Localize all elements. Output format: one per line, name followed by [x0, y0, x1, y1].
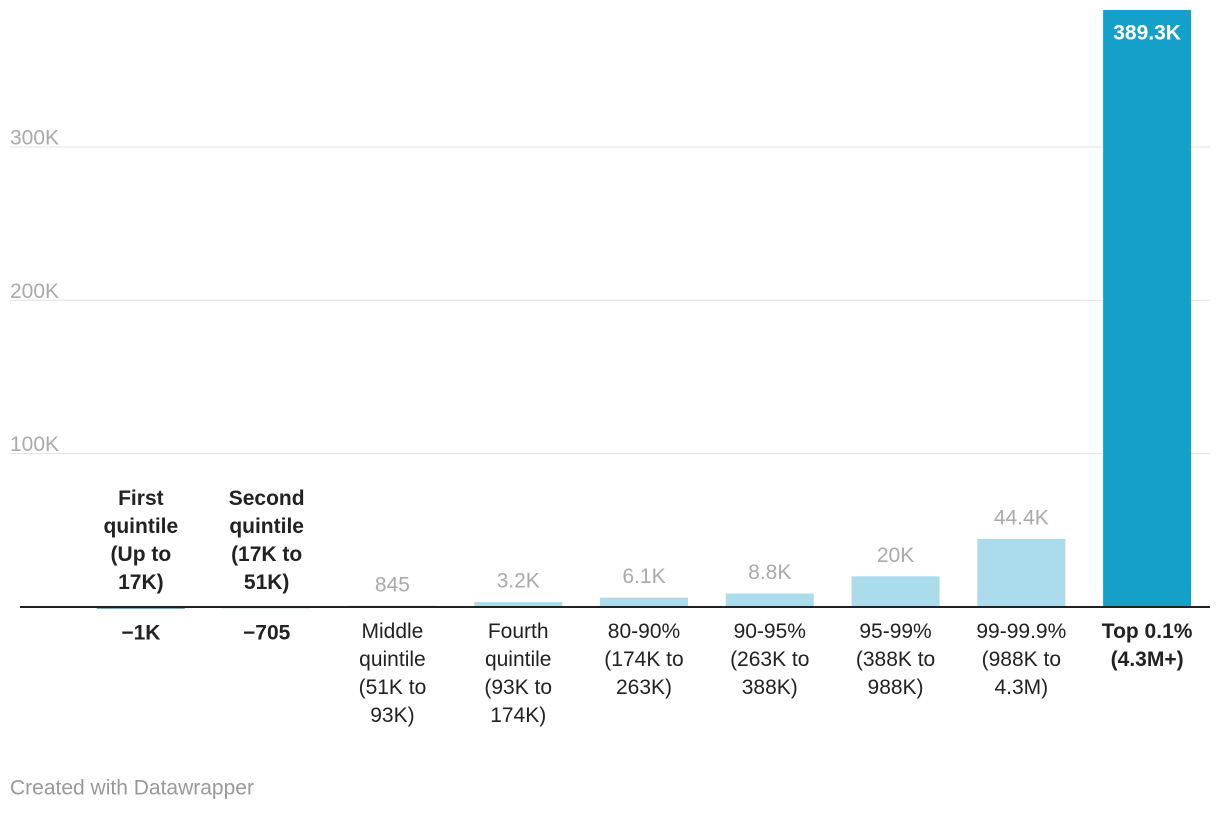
category-label: Second quintile (17K to 51K)	[228, 487, 305, 594]
value-label: 845	[375, 573, 410, 596]
value-label: 8.8K	[748, 561, 791, 584]
value-label: −705	[243, 622, 291, 645]
value-label: 6.1K	[622, 565, 665, 588]
bar	[474, 602, 563, 607]
category-label: 99-99.9% (988K to 4.3M)	[976, 620, 1067, 699]
value-label: 44.4K	[994, 506, 1049, 529]
category-label: Fourth quintile (93K to 174K)	[484, 620, 553, 727]
category-label: Middle quintile (51K to 93K)	[358, 620, 427, 727]
y-tick-label: 100K	[10, 433, 59, 456]
y-tick-label: 300K	[10, 126, 59, 149]
category-label: 80-90% (174K to 263K)	[604, 620, 684, 699]
value-label: −1K	[121, 622, 160, 645]
bar	[851, 576, 940, 607]
category-label: 90-95% (263K to 388K)	[730, 620, 810, 699]
bar	[1103, 10, 1192, 607]
y-tick-label: 200K	[10, 280, 59, 303]
category-label: First quintile (Up to 17K)	[103, 487, 179, 594]
value-label: 20K	[877, 544, 914, 567]
category-label: 95-99% (388K to 988K)	[855, 620, 936, 699]
bar	[600, 597, 688, 607]
category-label: Top 0.1% (4.3M+)	[1101, 620, 1193, 671]
footer: Created with Datawrapper	[10, 777, 254, 800]
value-label: 389.3K	[1113, 22, 1181, 45]
bar	[725, 593, 814, 607]
value-label: 3.2K	[497, 570, 540, 593]
bar	[977, 538, 1066, 607]
